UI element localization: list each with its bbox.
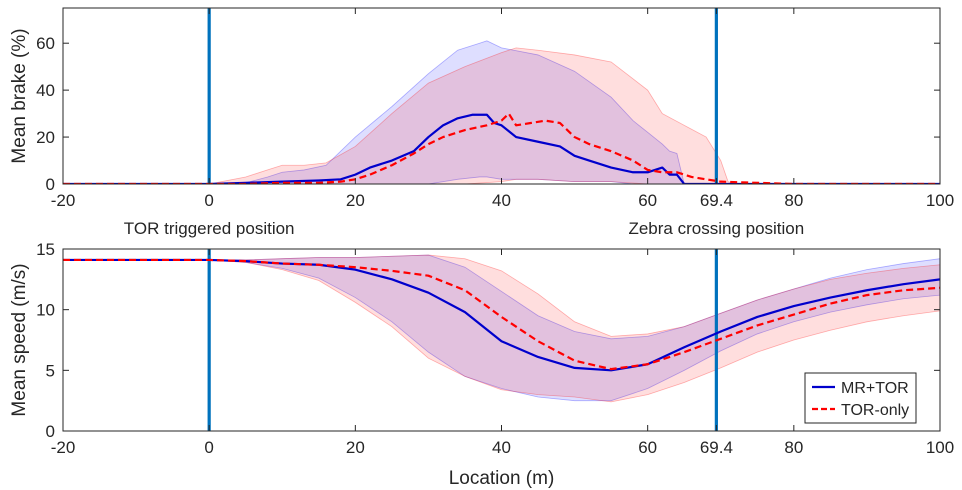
x-tick-label: 69.4 xyxy=(700,191,733,210)
plot-content xyxy=(63,8,940,184)
x-tick-label: 40 xyxy=(492,438,511,457)
spread-band-1 xyxy=(63,254,940,403)
x-tick-label: -20 xyxy=(51,191,76,210)
x-tick-label: 69.4 xyxy=(700,438,733,457)
y-tick-label: 0 xyxy=(46,422,55,441)
spread-band-1 xyxy=(63,47,940,184)
x-tick-label: 60 xyxy=(638,438,657,457)
y-axis-label: Mean brake (%) xyxy=(9,28,30,163)
x-tick-label: 60 xyxy=(638,191,657,210)
x-tick-label: 20 xyxy=(346,191,365,210)
legend-box xyxy=(804,372,917,424)
x-tick-label: 80 xyxy=(784,438,803,457)
y-tick-label: 5 xyxy=(46,361,55,380)
y-tick-label: 0 xyxy=(46,175,55,194)
x-tick-label: 40 xyxy=(492,191,511,210)
annotation-label: TOR triggered position xyxy=(124,219,295,238)
x-tick-label: 0 xyxy=(204,438,213,457)
annotation-label: Zebra crossing position xyxy=(628,219,804,238)
y-tick-label: 15 xyxy=(36,240,55,259)
series-line-1 xyxy=(63,258,940,371)
plot-content xyxy=(63,249,940,431)
legend: MR+TOR TOR-only xyxy=(804,372,917,424)
series-line-0 xyxy=(63,113,940,184)
x-tick-label: 100 xyxy=(926,191,954,210)
spread-band-0 xyxy=(63,254,940,402)
x-tick-label: 80 xyxy=(784,191,803,210)
y-axis-label: Mean speed (m/s) xyxy=(9,263,30,416)
x-tick-label: 0 xyxy=(204,191,213,210)
y-tick-label: 60 xyxy=(36,34,55,53)
y-tick-label: 20 xyxy=(36,128,55,147)
legend-entry: TOR-only xyxy=(841,402,909,419)
legend-entry: MR+TOR xyxy=(841,380,909,397)
x-tick-label: 20 xyxy=(346,438,365,457)
x-tick-label: -20 xyxy=(51,438,76,457)
y-tick-label: 10 xyxy=(36,301,55,320)
series-line-1 xyxy=(63,112,940,184)
y-tick-label: 40 xyxy=(36,81,55,100)
x-tick-label: 100 xyxy=(926,438,954,457)
x-axis-label: Location (m) xyxy=(449,468,555,489)
spread-band-0 xyxy=(63,40,940,184)
